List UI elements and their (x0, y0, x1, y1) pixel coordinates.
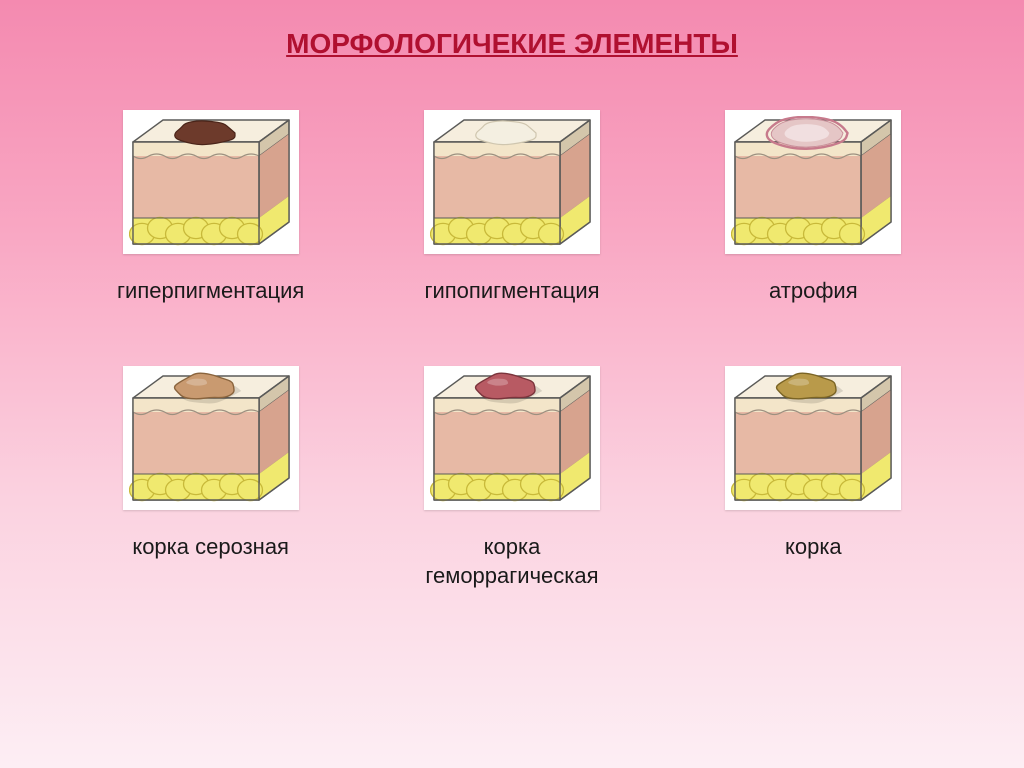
diagram-label: гипопигментация (424, 276, 599, 306)
diagram-thumb (424, 366, 600, 510)
diagram-thumb (725, 110, 901, 254)
diagram-item: корка серозная (80, 366, 341, 591)
diagram-label: корка геморрагическая (425, 532, 598, 591)
skin-cube (430, 372, 594, 504)
diagram-item: корка геморрагическая (381, 366, 642, 591)
diagram-label: гиперпигментация (117, 276, 304, 306)
diagram-label: корка (785, 532, 842, 562)
diagram-thumb (123, 366, 299, 510)
skin-cube (731, 116, 895, 248)
skin-cube (731, 372, 895, 504)
diagram-item: корка (683, 366, 944, 591)
diagram-item: гиперпигментация (80, 110, 341, 306)
skin-cube (430, 116, 594, 248)
diagram-item: гипопигментация (381, 110, 642, 306)
diagram-thumb (424, 110, 600, 254)
skin-cube (129, 116, 293, 248)
skin-cube (129, 372, 293, 504)
page-title: МОРФОЛОГИЧЕКИЕ ЭЛЕМЕНТЫ (0, 0, 1024, 60)
diagram-label: атрофия (769, 276, 858, 306)
diagram-thumb (725, 366, 901, 510)
diagram-label: корка серозная (132, 532, 289, 562)
diagram-item: атрофия (683, 110, 944, 306)
diagram-grid: гиперпигментация гипопигментация атрофия… (0, 60, 1024, 591)
diagram-thumb (123, 110, 299, 254)
